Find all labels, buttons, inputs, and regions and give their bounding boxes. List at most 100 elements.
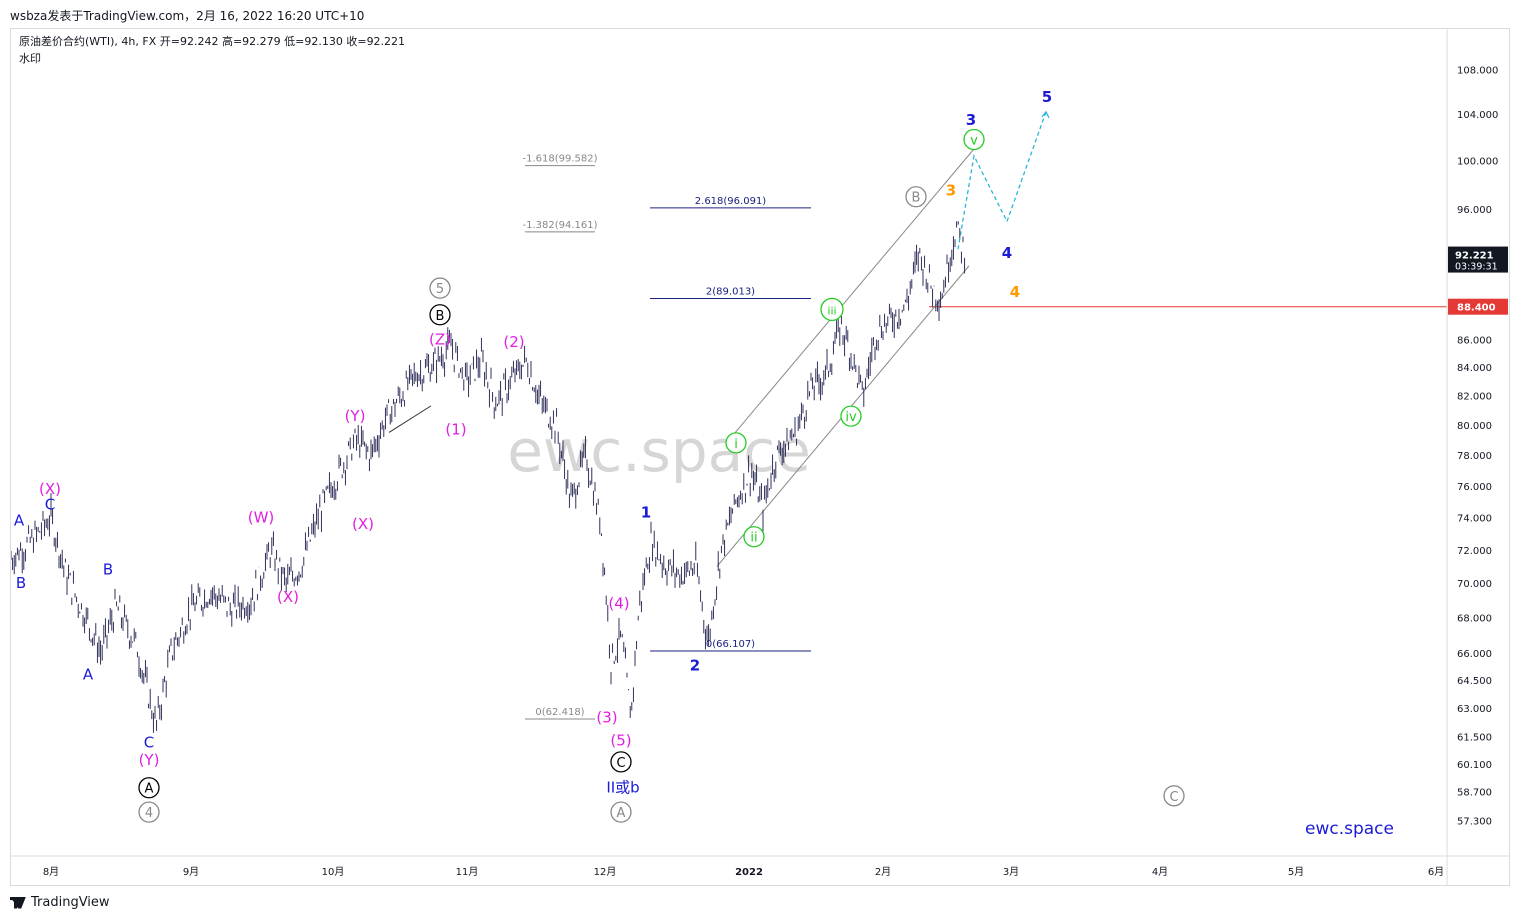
symbol-info: 原油差价合约(WTI), 4h, FX 开=92.242 高=92.279 低=… [19,34,405,48]
brand-label: ewc.space [1305,819,1394,839]
time-tick-label: 3月 [1003,866,1019,878]
wave-label: B [103,561,113,579]
wave-label: (3) [596,708,617,726]
publisher-bar: wsbza发表于TradingView.com，2月 16, 2022 16:2… [0,0,1519,28]
wave-label: C [1169,790,1178,805]
time-tick-label: 10月 [322,866,345,878]
wave-label-circle [1163,785,1185,807]
wave-label-circle [429,277,451,299]
price-tick-label: 64.500 [1457,676,1492,687]
wave-label: (Y) [345,407,366,425]
watermark-group: ewc.space [507,417,811,485]
price-tick-label: 104.000 [1457,110,1498,121]
price-tick-label: 76.000 [1457,482,1492,493]
tradingview-brand: TradingView [31,895,110,910]
time-tick-label: 6月 [1428,866,1444,878]
wave-label: B [912,191,921,206]
wave-label: 3 [966,111,976,129]
time-tick-label: 12月 [594,866,617,878]
price-tick-label: 61.500 [1457,733,1492,744]
wave-label-circle [610,751,632,773]
wave-label: II或b [606,779,639,797]
wave-label: (X) [39,480,61,498]
tradingview-logo[interactable]: TradingView [10,895,110,910]
chart-frame[interactable]: ewc.space -1.618(99.582) -1.382(94.161) 0(… [10,28,1510,886]
channel-upper-line [728,142,980,441]
wave-label: 3 [946,182,956,200]
watermark-text: ewc.space [507,417,811,485]
time-tick-label: 8月 [43,866,59,878]
wave-label-circle [138,801,160,823]
time-tick-label: 11月 [456,866,479,878]
fib-level-label: 0(66.107) [706,639,755,650]
price-tick-label: 70.000 [1457,579,1492,590]
wave-label: A [145,782,154,797]
wave-label-circle [905,186,927,208]
price-tick-label: 108.000 [1457,65,1498,76]
wave-label: (4) [608,595,629,613]
price-tick-label: 84.000 [1457,363,1492,374]
wave-label: (X) [352,515,374,533]
trendline [388,405,432,433]
price-tick-label: 78.000 [1457,451,1492,462]
support-price-label: 88.400 [1457,303,1496,314]
time-axis[interactable]: 8月 9月 10月 11月 12月 2022 2月 3月 4月 5月 6月 [11,855,1509,878]
wave-label: B [16,574,26,592]
price-axis[interactable]: 108.000 104.000 100.000 96.000 92.22103:39:3… [1446,29,1508,885]
price-tick-label: 58.700 [1457,788,1492,799]
price-tick-label: 82.000 [1457,392,1492,403]
time-tick-label: 9月 [183,866,199,878]
price-tick-label: 66.000 [1457,649,1492,660]
wave-label: ii [750,531,757,546]
fib-levels[interactable]: -1.618(99.582) -1.382(94.161) 0(62.418) 2.6… [522,154,811,720]
wave-label: (2) [503,333,524,351]
wave-label-circle [429,304,451,326]
wave-label: 4 [1010,283,1020,301]
candles [11,221,966,733]
wave-label: C [144,733,154,751]
price-tick-label: 68.000 [1457,614,1492,625]
last-price-label: 92.221 [1455,251,1494,262]
wave-label: 4 [145,806,153,821]
time-tick-label: 2022 [735,867,763,878]
wave-label: 1 [641,504,651,522]
wave-label: 4 [1002,244,1012,262]
wave-label: v [970,133,978,148]
footer: TradingView [0,888,1519,920]
time-tick-label: 5月 [1288,866,1304,878]
wave-label: (W) [248,508,275,526]
wave-label-circle [743,526,765,548]
wave-label: (1) [445,420,466,438]
wave-label: A [617,806,626,821]
wave-label-circle [610,801,632,823]
price-tick-label: 72.000 [1457,546,1492,557]
fib-level-label: 2.618(96.091) [695,196,767,207]
wave-label: C [616,756,625,771]
support-price-tag [1448,298,1508,315]
price-tick-label: 100.000 [1457,157,1498,168]
fib-level-label: -1.618(99.582) [522,154,597,165]
wave-label: 5 [436,282,444,297]
wave-label-circle [840,405,862,427]
time-tick-label: 2月 [875,866,891,878]
price-tick-label: 57.300 [1457,816,1492,827]
fib-level-label: -1.382(94.161) [522,220,597,231]
price-tick-label: 60.100 [1457,760,1492,771]
tradingview-logo-icon [10,896,26,909]
wave-label: C [45,496,55,514]
wave-label-circle [138,777,160,799]
wave-label: (Y) [139,751,160,769]
wave-label: (Z) [429,330,451,348]
watermark-label: 水印 [19,52,41,65]
drawings[interactable] [388,110,1447,567]
wave-label: A [83,666,94,684]
last-price-tag [1448,246,1508,273]
projection-path [957,111,1047,250]
wave-label: (X) [277,588,299,606]
wave-label-circle [963,128,985,151]
publisher-text: wsbza发表于TradingView.com，2月 16, 2022 16:2… [10,9,365,23]
price-tick-label: 80.000 [1457,421,1492,432]
wave-label: 2 [690,657,700,675]
price-chart[interactable]: ewc.space -1.618(99.582) -1.382(94.161) 0(… [11,29,1509,885]
